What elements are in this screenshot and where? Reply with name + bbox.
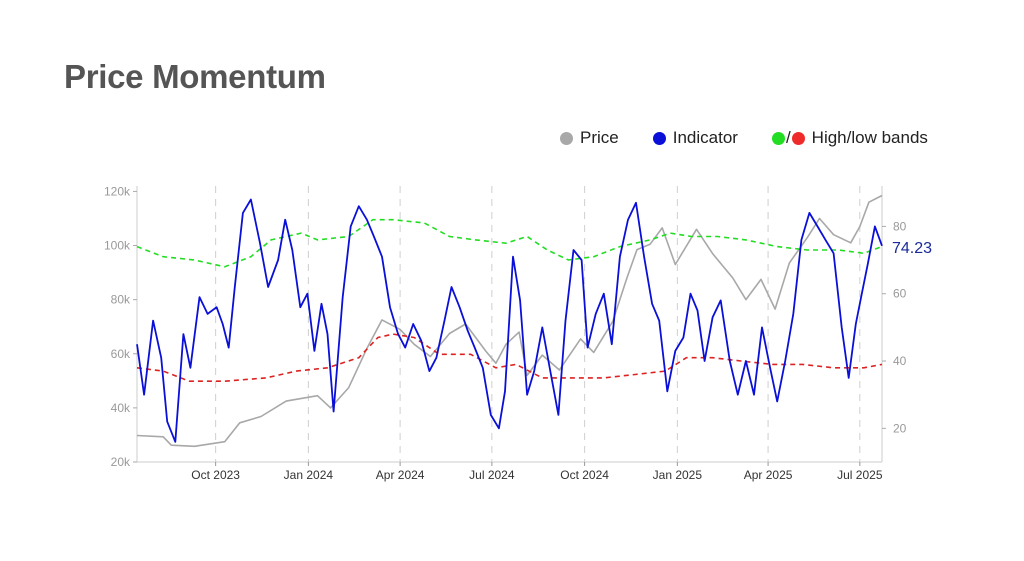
legend-bands-separator: / [785,128,791,147]
x-tick-label: Apr 2024 [376,468,425,482]
y-right-tick-label: 80 [893,219,907,233]
legend-price-label: Price [580,128,619,147]
y-left-tick-label: 120k [104,184,131,198]
y-left-tick-label: 20k [111,455,131,469]
x-tick-label: Oct 2024 [560,468,609,482]
legend-bands: / High/low bands [771,128,928,148]
x-tick-label: Jan 2024 [284,468,334,482]
indicator-dot-icon [652,131,666,145]
y-right-tick-label: 60 [893,287,907,301]
indicator-line [136,198,883,443]
x-tick-label: Jul 2024 [469,468,515,482]
high-band-line [136,218,883,268]
y-left-tick-label: 100k [104,239,131,253]
legend-bands-label: High/low bands [811,128,928,147]
x-tick-label: Jan 2025 [653,468,703,482]
high-band-dot-icon [771,131,785,145]
x-tick-label: Oct 2023 [191,468,240,482]
legend-indicator: Indicator [652,128,738,148]
legend-price: Price [560,128,619,148]
chart-legend: Price Indicator / High/low bands [560,128,928,148]
indicator-last-value-label: 74.23 [892,240,932,257]
x-tick-label: Apr 2025 [744,468,793,482]
chart-title: Price Momentum [64,58,326,95]
y-left-tick-label: 60k [111,347,131,361]
y-left-tick-label: 80k [111,293,131,307]
y-right-tick-label: 20 [893,421,907,435]
y-left-tick-label: 40k [111,401,131,415]
price-line [136,194,883,448]
legend-indicator-label: Indicator [672,128,738,147]
y-right-tick-label: 40 [893,354,907,368]
low-band-dot-icon [791,131,805,145]
price-dot-icon [560,131,573,145]
x-tick-label: Jul 2025 [837,468,883,482]
